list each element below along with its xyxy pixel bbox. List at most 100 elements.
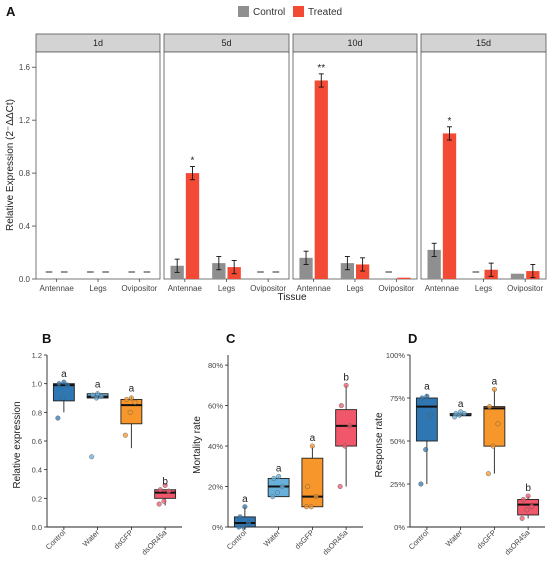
significance-label: * (448, 116, 452, 127)
box-body (517, 499, 540, 516)
ytick-label: 100% (386, 351, 406, 360)
data-point (124, 396, 130, 402)
significance-label: a (492, 376, 498, 387)
data-point (237, 514, 243, 520)
data-point (279, 484, 285, 490)
data-point (305, 484, 311, 490)
data-point (491, 386, 497, 392)
chart-b-ylabel: Relative expression (12, 401, 23, 488)
significance-label: a (424, 382, 430, 393)
bar-treated (442, 133, 457, 279)
ytick-label: 1.0 (32, 380, 42, 389)
xtick-label: Water (81, 528, 102, 549)
legend-swatch-control (238, 6, 249, 17)
data-point (338, 403, 344, 409)
data-point (166, 488, 172, 494)
data-point (427, 412, 433, 418)
chart-a-ytick-label: 1.2 (19, 116, 31, 125)
significance-label: * (191, 156, 195, 167)
ytick-label: 0.8 (32, 408, 42, 417)
data-point (424, 393, 430, 399)
chart-a-xtick-label: Ovipositor (507, 284, 543, 293)
data-point (55, 415, 61, 421)
data-point (419, 395, 425, 401)
xtick-label: dsOR45a (321, 527, 350, 556)
chart-a-xtick-label: Antennae (40, 284, 75, 293)
legend: Control Treated (238, 6, 342, 18)
chart-a-ytick-label: 0.8 (19, 169, 31, 178)
legend-label-control: Control (253, 7, 285, 18)
xtick-label: Control (44, 528, 68, 552)
chart-d-ylabel: Response rate (374, 412, 385, 477)
panel-letter-d: D (408, 331, 417, 346)
xtick-label: Water (444, 528, 465, 549)
data-point (347, 423, 353, 429)
ytick-label: 40% (208, 442, 223, 451)
bar-control (510, 273, 525, 279)
xtick-label: dsOR45a (503, 527, 532, 556)
data-point (56, 381, 62, 387)
xtick-label: dsGFP (112, 528, 135, 551)
data-point (343, 382, 349, 388)
data-point (98, 394, 104, 400)
xtick-label: Water (262, 528, 283, 549)
chart-a-xtick-label: Antennae (425, 284, 460, 293)
ytick-label: 25% (390, 480, 405, 489)
chart-a-xtick-label: Legs (475, 284, 492, 293)
significance-label: a (129, 384, 135, 395)
data-point (487, 404, 493, 410)
ytick-label: 0.4 (32, 466, 42, 475)
panel-letter-c: C (226, 331, 236, 346)
significance-label: a (276, 463, 282, 474)
data-point (95, 391, 101, 397)
data-point (520, 496, 526, 502)
legend-swatch-treated (293, 6, 304, 17)
box-body (415, 397, 438, 442)
facet-panel (420, 51, 547, 280)
bar-treated (397, 277, 411, 279)
chart-a-xtick-label: Ovipositor (378, 284, 414, 293)
data-point (418, 481, 424, 487)
xtick-label: Control (225, 528, 249, 552)
data-point (529, 503, 535, 509)
data-point (156, 501, 162, 507)
ytick-label: 1.2 (32, 351, 42, 360)
data-point (128, 395, 134, 401)
data-point (271, 475, 277, 481)
data-point (276, 473, 282, 479)
box-body (335, 409, 358, 447)
data-point (337, 484, 343, 490)
data-point (89, 454, 95, 460)
bar-control (340, 263, 354, 279)
data-point (524, 507, 530, 513)
data-point (161, 498, 167, 504)
ytick-label: 0.2 (32, 494, 42, 503)
data-point (303, 504, 309, 510)
bar-treated (185, 173, 200, 279)
facet-strip-label: 1d (93, 38, 103, 48)
xtick-label: dsGFP (475, 528, 498, 551)
significance-label: a (242, 494, 248, 505)
data-point (313, 494, 319, 500)
xtick-label: dsGFP (293, 528, 316, 551)
ytick-label: 20% (208, 483, 223, 492)
bar-treated (314, 80, 328, 280)
significance-label: a (310, 433, 316, 444)
chart-a-ytick-label: 0.4 (19, 222, 31, 231)
significance-label: a (95, 379, 101, 390)
significance-label: b (162, 477, 168, 488)
chart-a-xlabel: Tissue (277, 292, 307, 303)
bar-control (299, 257, 313, 279)
ytick-label: 75% (390, 394, 405, 403)
chart-a-ylabel: Relative Expression (2⁻ΔΔCt) (5, 99, 16, 231)
panel-letter-a: A (6, 4, 16, 19)
ytick-label: 0% (394, 523, 405, 532)
data-point (157, 487, 163, 493)
ytick-label: 60% (208, 402, 223, 411)
chart-c-ylabel: Mortality rate (192, 416, 203, 474)
xtick-label: Control (407, 528, 431, 552)
xtick-label: dsOR45a (140, 527, 169, 556)
data-point (242, 504, 248, 510)
data-point (458, 409, 464, 415)
